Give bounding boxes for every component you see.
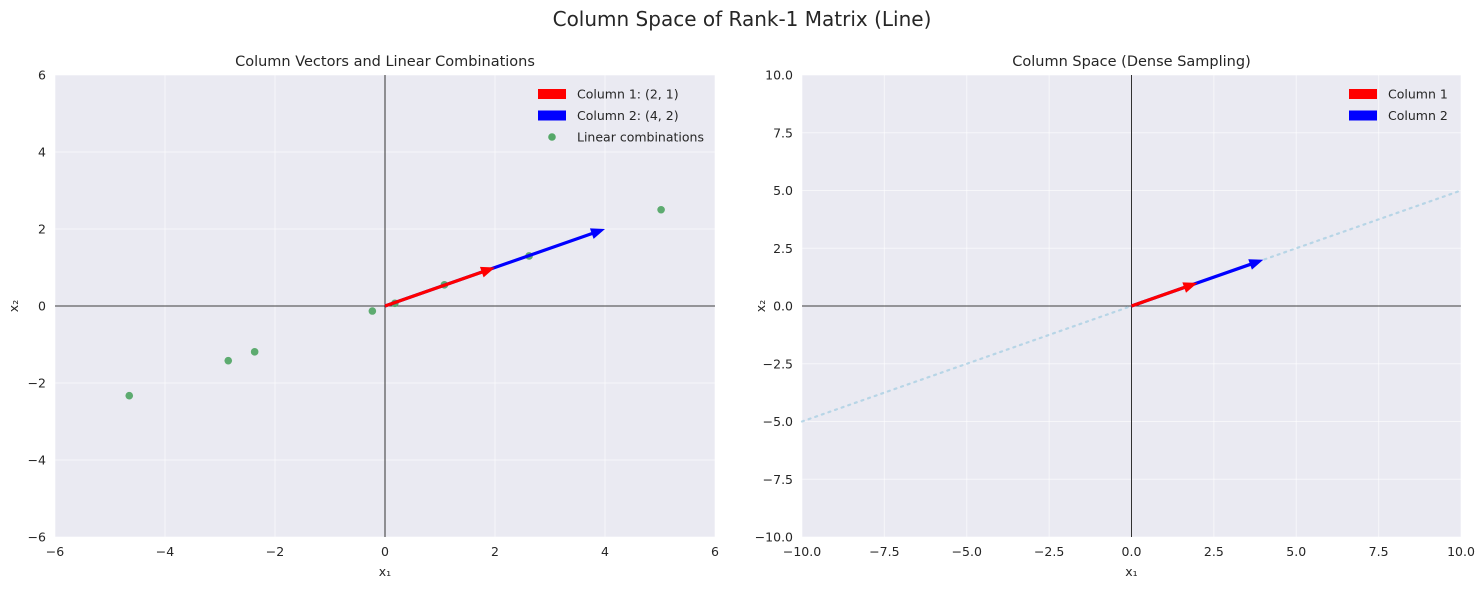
legend-label-combinations: Linear combinations [577,130,704,145]
x-tick-label: 0 [381,544,389,559]
legend-swatch-column-2 [538,110,566,121]
combination-point [250,348,259,356]
subplot-title: Column Space (Dense Sampling) [1012,54,1250,70]
x-tick-label: −5.0 [952,544,982,559]
y-tick-label: 2 [38,222,46,237]
subplot-title: Column Vectors and Linear Combinations [235,54,535,70]
combination-point [657,205,665,214]
combination-point [368,307,377,315]
legend-swatch-column-2 [1349,110,1377,121]
x-tick-label: 4 [601,544,609,559]
legend: Column 1: (2, 1) Column 2: (4, 2) Linear c… [538,87,704,145]
y-tick-label: −6 [28,530,46,545]
y-tick-label: 0.0 [773,299,793,314]
x-tick-label: −2.5 [1034,544,1064,559]
x-tick-label: −10.0 [783,544,821,559]
legend-label-column-1: Column 1: (2, 1) [577,87,679,102]
x-axis-label: x₁ [379,564,391,579]
y-tick-label: −4 [28,453,46,468]
column-1-vector [384,266,495,308]
y-tick-label: 5.0 [773,183,793,198]
x-tick-label: 10.0 [1447,544,1475,559]
x-tick-label: −4 [156,544,174,559]
x-tick-label: 0.0 [1122,544,1142,559]
combination-point [224,356,233,365]
y-tick-label: 4 [38,145,46,160]
y-tick-label: 7.5 [773,125,793,140]
x-tick-label: 2 [491,544,499,559]
legend-label-column-2: Column 2: (4, 2) [577,108,679,123]
x-tick-label: 2.5 [1204,544,1224,559]
x-tick-label: −2 [266,544,284,559]
y-tick-label: −10.0 [755,530,793,545]
x-axis-label: x₁ [1125,564,1137,579]
legend: Column 1 Column 2 [1349,87,1448,123]
x-tick-label: 6 [711,544,719,559]
y-tick-label: 10.0 [765,68,793,83]
legend-label-column-1: Column 1 [1388,87,1448,102]
y-tick-label: 6 [38,68,46,83]
x-tick-label: −6 [46,544,64,559]
legend-marker-combinations [548,133,556,141]
y-tick-label: −2 [28,376,46,391]
legend-swatch-column-1 [538,89,566,99]
y-tick-label: −7.5 [763,472,793,487]
y-tick-label: −2.5 [763,356,793,371]
x-tick-label: 7.5 [1369,544,1389,559]
y-tick-label: 0 [38,299,46,314]
y-tick-label: −5.0 [763,414,793,429]
y-axis-label: x₂ [6,300,21,312]
legend-label-column-2: Column 2 [1388,108,1448,123]
legend-swatch-column-1 [1349,89,1377,99]
figure-title: Column Space of Rank-1 Matrix (Line) [553,7,932,31]
left-subplot: −6 −4 −2 0 2 4 6 −6 −4 −2 0 2 4 6 Column Vectors and L… [6,54,719,579]
y-tick-label: 2.5 [773,241,793,256]
column-1-vector [1130,282,1198,308]
x-tick-label: 5.0 [1286,544,1306,559]
combination-point [125,391,134,400]
right-subplot: −10.0 −7.5 −5.0 −2.5 0.0 2.5 5.0 7.5 10.0 −10.0 −7… [753,54,1475,579]
x-tick-label: −7.5 [869,544,899,559]
y-axis-label: x₂ [753,300,768,312]
